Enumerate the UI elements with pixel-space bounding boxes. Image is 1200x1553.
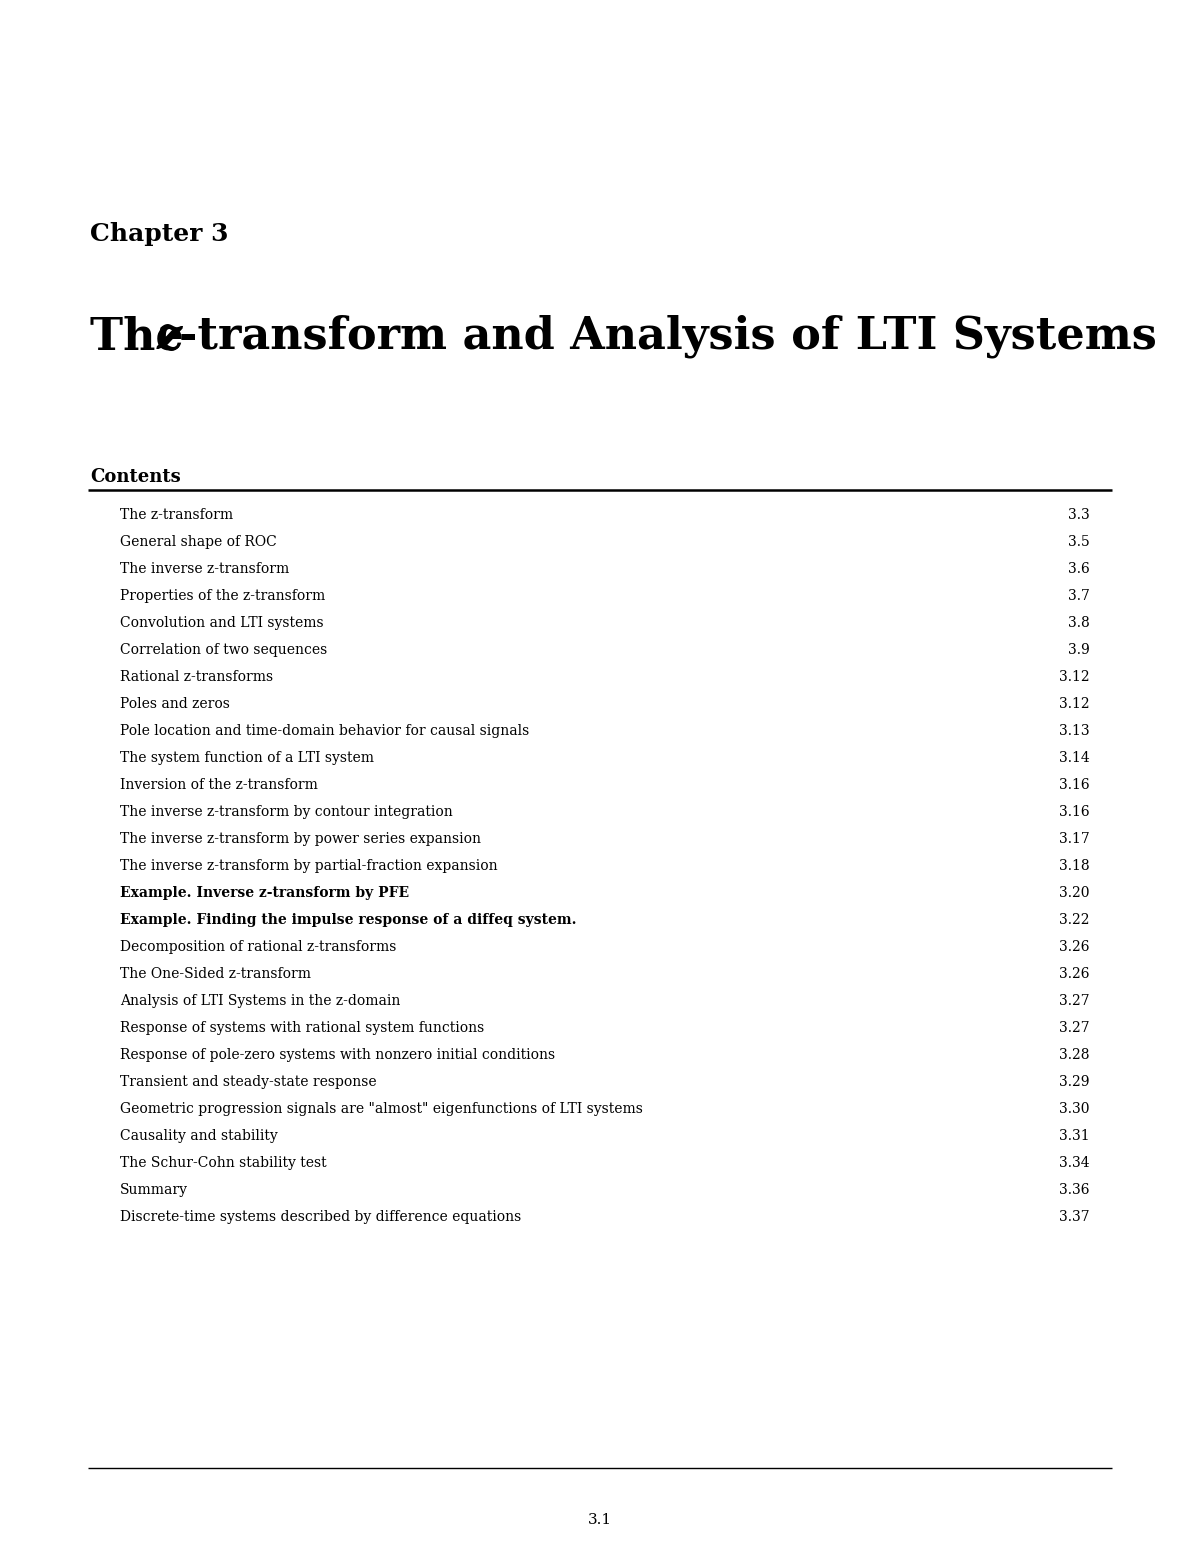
Text: The One-Sided z-transform: The One-Sided z-transform: [120, 968, 311, 981]
Text: Example. Inverse z-transform by PFE: Example. Inverse z-transform by PFE: [120, 887, 409, 901]
Text: . . . . . . . . . . . . . . . . . . . . . . . . . . . . . . . . . . . . . . . . : . . . . . . . . . . . . . . . . . . . . …: [416, 1020, 1200, 1034]
Text: 3.27: 3.27: [1060, 1020, 1090, 1034]
Text: . . . . . . . . . . . . . . . . . . . . . . . . . . . . . . . . . . . . . . . . : . . . . . . . . . . . . . . . . . . . . …: [410, 832, 1200, 845]
Text: . . . . . . . . . . . . . . . . . . . . . . . . . . . . . . . . . . . . . . . . : . . . . . . . . . . . . . . . . . . . . …: [343, 887, 1200, 899]
Text: 3.9: 3.9: [1068, 643, 1090, 657]
Text: 3.26: 3.26: [1060, 940, 1090, 954]
Text: . . . . . . . . . . . . . . . . . . . . . . . . . . . . . . . . . . . . . . . . : . . . . . . . . . . . . . . . . . . . . …: [259, 1129, 1200, 1141]
Text: Contents: Contents: [90, 467, 181, 486]
Text: 3.30: 3.30: [1060, 1103, 1090, 1117]
Text: The inverse z-transform by power series expansion: The inverse z-transform by power series …: [120, 832, 481, 846]
Text: z: z: [157, 315, 182, 359]
Text: . . . . . . . . . . . . . . . . . . . . . . . . . . . . . . . . . . . . . . . . : . . . . . . . . . . . . . . . . . . . . …: [271, 968, 1200, 980]
Text: Chapter 3: Chapter 3: [90, 222, 228, 245]
Text: Causality and stability: Causality and stability: [120, 1129, 277, 1143]
Text: . . . . . . . . . . . . . . . . . . . . . . . . . . . . . . . . . . . . . . . . : . . . . . . . . . . . . . . . . . . . . …: [347, 940, 1200, 954]
Text: 3.7: 3.7: [1068, 589, 1090, 603]
Text: Example. Finding the impulse response of a diffeq system.: Example. Finding the impulse response of…: [120, 913, 576, 927]
Text: . . . . . . . . . . . . . . . . . . . . . . . . . . . . . . . . . . . . . . . . : . . . . . . . . . . . . . . . . . . . . …: [294, 589, 1200, 603]
Text: . . . . . . . . . . . . . . . . . . . . . . . . . . . . . . . . . . . . . . . . : . . . . . . . . . . . . . . . . . . . . …: [242, 534, 1200, 548]
Text: 3.5: 3.5: [1068, 534, 1090, 550]
Text: 3.29: 3.29: [1060, 1075, 1090, 1089]
Text: . . . . . . . . . . . . . . . . . . . . . . . . . . . . . . . . . . . . . . . . : . . . . . . . . . . . . . . . . . . . . …: [259, 562, 1200, 575]
Text: The: The: [90, 315, 199, 359]
Text: . . . . . . . . . . . . . . . . . . . . . . . . . . . . . . . . . . . . . . . . : . . . . . . . . . . . . . . . . . . . . …: [456, 724, 1200, 738]
Text: General shape of ROC: General shape of ROC: [120, 534, 277, 550]
Text: 3.3: 3.3: [1068, 508, 1090, 522]
Text: Correlation of two sequences: Correlation of two sequences: [120, 643, 328, 657]
Text: Decomposition of rational z-transforms: Decomposition of rational z-transforms: [120, 940, 396, 954]
Text: . . . . . . . . . . . . . . . . . . . . . . . . . . . . . . . . . . . . . . . . : . . . . . . . . . . . . . . . . . . . . …: [544, 1103, 1200, 1115]
Text: . . . . . . . . . . . . . . . . . . . . . . . . . . . . . . . . . . . . . . . . : . . . . . . . . . . . . . . . . . . . . …: [167, 1183, 1200, 1196]
Text: 3.1: 3.1: [588, 1513, 612, 1527]
Text: The inverse z-transform by contour integration: The inverse z-transform by contour integ…: [120, 804, 452, 818]
Text: Transient and steady-state response: Transient and steady-state response: [120, 1075, 377, 1089]
Text: . . . . . . . . . . . . . . . . . . . . . . . . . . . . . . . . . . . . . . . . : . . . . . . . . . . . . . . . . . . . . …: [214, 508, 1200, 520]
Text: 3.14: 3.14: [1060, 752, 1090, 766]
Text: . . . . . . . . . . . . . . . . . . . . . . . . . . . . . . . . . . . . . . . . : . . . . . . . . . . . . . . . . . . . . …: [329, 1075, 1200, 1089]
Text: Rational z-transforms: Rational z-transforms: [120, 669, 274, 683]
Text: Inversion of the z-transform: Inversion of the z-transform: [120, 778, 318, 792]
Text: Analysis of LTI Systems in the z-domain: Analysis of LTI Systems in the z-domain: [120, 994, 401, 1008]
Text: The inverse z-transform: The inverse z-transform: [120, 562, 289, 576]
Text: Response of systems with rational system functions: Response of systems with rational system…: [120, 1020, 485, 1034]
Text: 3.12: 3.12: [1060, 669, 1090, 683]
Text: 3.28: 3.28: [1060, 1048, 1090, 1062]
Text: 3.18: 3.18: [1060, 859, 1090, 873]
Text: . . . . . . . . . . . . . . . . . . . . . . . . . . . . . . . . . . . . . . . . : . . . . . . . . . . . . . . . . . . . . …: [392, 804, 1200, 818]
Text: The inverse z-transform by partial-fraction expansion: The inverse z-transform by partial-fract…: [120, 859, 498, 873]
Text: 3.6: 3.6: [1068, 562, 1090, 576]
Text: 3.26: 3.26: [1060, 968, 1090, 981]
Text: -transform and Analysis of LTI Systems: -transform and Analysis of LTI Systems: [179, 315, 1157, 359]
Text: . . . . . . . . . . . . . . . . . . . . . . . . . . . . . . . . . . . . . . . . : . . . . . . . . . . . . . . . . . . . . …: [288, 778, 1200, 790]
Text: 3.31: 3.31: [1060, 1129, 1090, 1143]
Text: 3.16: 3.16: [1060, 804, 1090, 818]
Text: 3.27: 3.27: [1060, 994, 1090, 1008]
Text: . . . . . . . . . . . . . . . . . . . . . . . . . . . . . . . . . . . . . . . . : . . . . . . . . . . . . . . . . . . . . …: [433, 859, 1200, 871]
Text: Summary: Summary: [120, 1183, 188, 1197]
Text: . . . . . . . . . . . . . . . . . . . . . . . . . . . . . . . . . . . . . . . . : . . . . . . . . . . . . . . . . . . . . …: [294, 1155, 1200, 1169]
Text: 3.20: 3.20: [1060, 887, 1090, 901]
Text: 3.13: 3.13: [1060, 724, 1090, 738]
Text: . . . . . . . . . . . . . . . . . . . . . . . . . . . . . . . . . . . . . . . . : . . . . . . . . . . . . . . . . . . . . …: [480, 913, 1200, 926]
Text: Geometric progression signals are "almost" eigenfunctions of LTI systems: Geometric progression signals are "almos…: [120, 1103, 643, 1117]
Text: 3.37: 3.37: [1060, 1210, 1090, 1224]
Text: The system function of a LTI system: The system function of a LTI system: [120, 752, 374, 766]
Text: Response of pole-zero systems with nonzero initial conditions: Response of pole-zero systems with nonze…: [120, 1048, 556, 1062]
Text: Convolution and LTI systems: Convolution and LTI systems: [120, 617, 324, 631]
Text: 3.12: 3.12: [1060, 697, 1090, 711]
Text: . . . . . . . . . . . . . . . . . . . . . . . . . . . . . . . . . . . . . . . . : . . . . . . . . . . . . . . . . . . . . …: [214, 697, 1200, 710]
Text: . . . . . . . . . . . . . . . . . . . . . . . . . . . . . . . . . . . . . . . . : . . . . . . . . . . . . . . . . . . . . …: [480, 1048, 1200, 1061]
Text: 3.16: 3.16: [1060, 778, 1090, 792]
Text: Pole location and time-domain behavior for causal signals: Pole location and time-domain behavior f…: [120, 724, 529, 738]
Text: 3.17: 3.17: [1060, 832, 1090, 846]
Text: 3.8: 3.8: [1068, 617, 1090, 631]
Text: The z-transform: The z-transform: [120, 508, 233, 522]
Text: Poles and zeros: Poles and zeros: [120, 697, 230, 711]
Text: 3.22: 3.22: [1060, 913, 1090, 927]
Text: . . . . . . . . . . . . . . . . . . . . . . . . . . . . . . . . . . . . . . . . : . . . . . . . . . . . . . . . . . . . . …: [329, 752, 1200, 764]
Text: . . . . . . . . . . . . . . . . . . . . . . . . . . . . . . . . . . . . . . . . : . . . . . . . . . . . . . . . . . . . . …: [353, 994, 1200, 1006]
Text: . . . . . . . . . . . . . . . . . . . . . . . . . . . . . . . . . . . . . . . . : . . . . . . . . . . . . . . . . . . . . …: [445, 1210, 1200, 1224]
Text: Discrete-time systems described by difference equations: Discrete-time systems described by diffe…: [120, 1210, 521, 1224]
Text: . . . . . . . . . . . . . . . . . . . . . . . . . . . . . . . . . . . . . . . . : . . . . . . . . . . . . . . . . . . . . …: [248, 669, 1200, 683]
Text: 3.34: 3.34: [1060, 1155, 1090, 1169]
Text: The Schur-Cohn stability test: The Schur-Cohn stability test: [120, 1155, 326, 1169]
Text: 3.36: 3.36: [1060, 1183, 1090, 1197]
Text: Properties of the z-transform: Properties of the z-transform: [120, 589, 325, 603]
Text: . . . . . . . . . . . . . . . . . . . . . . . . . . . . . . . . . . . . . . . . : . . . . . . . . . . . . . . . . . . . . …: [283, 617, 1200, 629]
Text: . . . . . . . . . . . . . . . . . . . . . . . . . . . . . . . . . . . . . . . . : . . . . . . . . . . . . . . . . . . . . …: [288, 643, 1200, 655]
